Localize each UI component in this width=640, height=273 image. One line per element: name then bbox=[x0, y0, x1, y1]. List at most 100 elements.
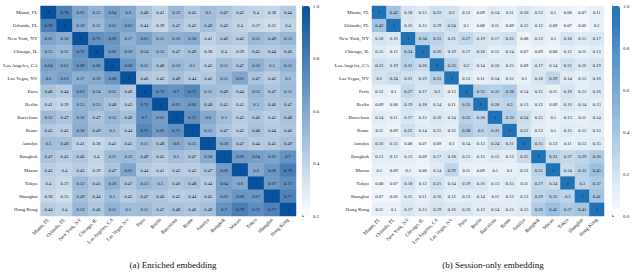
svg-text:0.14: 0.14 bbox=[462, 141, 471, 146]
svg-text:0.43: 0.43 bbox=[77, 168, 86, 173]
svg-text:0.16: 0.16 bbox=[491, 63, 500, 68]
svg-text:0.7: 0.7 bbox=[285, 154, 291, 159]
svg-text:0.3: 0.3 bbox=[565, 194, 571, 199]
svg-text:0.12: 0.12 bbox=[448, 194, 456, 199]
svg-text:Hong Kong: Hong Kong bbox=[346, 207, 370, 212]
svg-text:1.0: 1.0 bbox=[623, 4, 630, 9]
svg-text:0.52: 0.52 bbox=[252, 36, 260, 41]
svg-text:0.39: 0.39 bbox=[156, 23, 165, 28]
svg-text:0.46: 0.46 bbox=[172, 181, 181, 186]
svg-text:0.47: 0.47 bbox=[220, 10, 229, 15]
svg-text:0.68: 0.68 bbox=[108, 76, 117, 81]
svg-text:0.21: 0.21 bbox=[520, 128, 528, 133]
svg-text:0.53: 0.53 bbox=[140, 181, 149, 186]
svg-text:0.22: 0.22 bbox=[375, 63, 383, 68]
svg-text:0.45: 0.45 bbox=[93, 181, 102, 186]
svg-text:0.75: 0.75 bbox=[188, 89, 197, 94]
svg-text:0.13: 0.13 bbox=[520, 194, 529, 199]
svg-text:0.13: 0.13 bbox=[535, 10, 544, 15]
svg-text:0.16: 0.16 bbox=[404, 23, 413, 28]
svg-text:0.43: 0.43 bbox=[268, 76, 277, 81]
svg-text:0.65: 0.65 bbox=[156, 115, 165, 120]
svg-text:0.58: 0.58 bbox=[77, 128, 86, 133]
svg-text:Tokyo: Tokyo bbox=[356, 181, 369, 186]
svg-text:0.16: 0.16 bbox=[477, 181, 486, 186]
svg-text:0.46: 0.46 bbox=[252, 115, 261, 120]
svg-text:0.3: 0.3 bbox=[478, 128, 484, 133]
svg-text:0.52: 0.52 bbox=[77, 181, 85, 186]
svg-text:0.12: 0.12 bbox=[419, 23, 427, 28]
svg-text:0.07: 0.07 bbox=[520, 49, 529, 54]
svg-text:0.42: 0.42 bbox=[61, 128, 69, 133]
svg-text:0.13: 0.13 bbox=[578, 141, 587, 146]
svg-text:0.48: 0.48 bbox=[284, 115, 293, 120]
svg-text:0.51: 0.51 bbox=[140, 207, 148, 212]
svg-text:0.1: 0.1 bbox=[449, 141, 455, 146]
svg-text:0.19: 0.19 bbox=[404, 102, 413, 107]
svg-text:0.41: 0.41 bbox=[593, 194, 601, 199]
svg-text:0.1: 0.1 bbox=[521, 76, 527, 81]
svg-text:0.18: 0.18 bbox=[419, 102, 428, 107]
svg-text:0.54: 0.54 bbox=[140, 49, 149, 54]
svg-text:0.43: 0.43 bbox=[156, 76, 165, 81]
svg-text:0.14: 0.14 bbox=[433, 102, 442, 107]
svg-text:0.3: 0.3 bbox=[507, 102, 513, 107]
svg-text:0.38: 0.38 bbox=[462, 128, 471, 133]
svg-text:0.42: 0.42 bbox=[390, 10, 398, 15]
svg-text:Las Vegas, NV: Las Vegas, NV bbox=[105, 217, 131, 243]
svg-text:0.66: 0.66 bbox=[156, 128, 165, 133]
svg-text:0.44: 0.44 bbox=[268, 49, 277, 54]
svg-text:0.09: 0.09 bbox=[477, 168, 486, 173]
svg-text:0.18: 0.18 bbox=[564, 36, 573, 41]
svg-text:0.19: 0.19 bbox=[564, 89, 573, 94]
svg-text:0.11: 0.11 bbox=[593, 10, 601, 15]
svg-text:0.44: 0.44 bbox=[124, 128, 133, 133]
svg-text:0.12: 0.12 bbox=[462, 10, 470, 15]
svg-text:0.14: 0.14 bbox=[549, 63, 558, 68]
svg-text:0.18: 0.18 bbox=[477, 49, 486, 54]
svg-text:0.29: 0.29 bbox=[535, 194, 544, 199]
svg-text:0.56: 0.56 bbox=[172, 36, 181, 41]
svg-text:0.15: 0.15 bbox=[433, 128, 442, 133]
svg-text:0.21: 0.21 bbox=[564, 63, 572, 68]
svg-text:0.72: 0.72 bbox=[140, 102, 148, 107]
svg-text:0.14: 0.14 bbox=[506, 49, 515, 54]
svg-text:0.12: 0.12 bbox=[578, 76, 586, 81]
svg-text:0.15: 0.15 bbox=[419, 10, 428, 15]
svg-text:1: 1 bbox=[393, 23, 395, 28]
svg-text:0.6: 0.6 bbox=[313, 109, 320, 114]
svg-text:0.11: 0.11 bbox=[448, 102, 456, 107]
svg-text:0.17: 0.17 bbox=[462, 49, 471, 54]
svg-text:0.09: 0.09 bbox=[390, 168, 399, 173]
svg-text:0.8: 0.8 bbox=[623, 46, 630, 51]
svg-text:0.48: 0.48 bbox=[140, 10, 149, 15]
svg-text:0.43: 0.43 bbox=[124, 194, 133, 199]
svg-text:0.13: 0.13 bbox=[593, 102, 602, 107]
svg-text:1: 1 bbox=[207, 141, 209, 146]
svg-text:0.34: 0.34 bbox=[404, 49, 413, 54]
svg-text:0.15: 0.15 bbox=[462, 154, 471, 159]
svg-text:0.42: 0.42 bbox=[45, 168, 53, 173]
svg-text:0.52: 0.52 bbox=[124, 154, 132, 159]
svg-text:0.16: 0.16 bbox=[448, 207, 457, 212]
svg-text:0.48: 0.48 bbox=[45, 89, 54, 94]
svg-text:1: 1 bbox=[509, 128, 511, 133]
svg-text:Tokyo: Tokyo bbox=[25, 181, 38, 186]
svg-text:0.58: 0.58 bbox=[220, 141, 229, 146]
svg-text:Las Vegas, NV: Las Vegas, NV bbox=[339, 76, 369, 82]
svg-text:0.12: 0.12 bbox=[448, 128, 456, 133]
svg-text:0.1: 0.1 bbox=[550, 10, 556, 15]
svg-text:0.47: 0.47 bbox=[156, 207, 165, 212]
svg-text:0.44: 0.44 bbox=[188, 194, 197, 199]
svg-text:0.78: 0.78 bbox=[45, 23, 54, 28]
svg-text:0.5: 0.5 bbox=[221, 115, 227, 120]
svg-text:0.51: 0.51 bbox=[204, 89, 212, 94]
svg-text:0.43: 0.43 bbox=[61, 154, 70, 159]
svg-text:0.55: 0.55 bbox=[108, 207, 117, 212]
svg-text:0.08: 0.08 bbox=[564, 10, 573, 15]
svg-text:0.43: 0.43 bbox=[220, 23, 229, 28]
svg-text:0.47: 0.47 bbox=[108, 168, 117, 173]
svg-text:0.12: 0.12 bbox=[520, 168, 528, 173]
svg-text:0.44: 0.44 bbox=[93, 194, 102, 199]
svg-text:0.41: 0.41 bbox=[578, 207, 586, 212]
